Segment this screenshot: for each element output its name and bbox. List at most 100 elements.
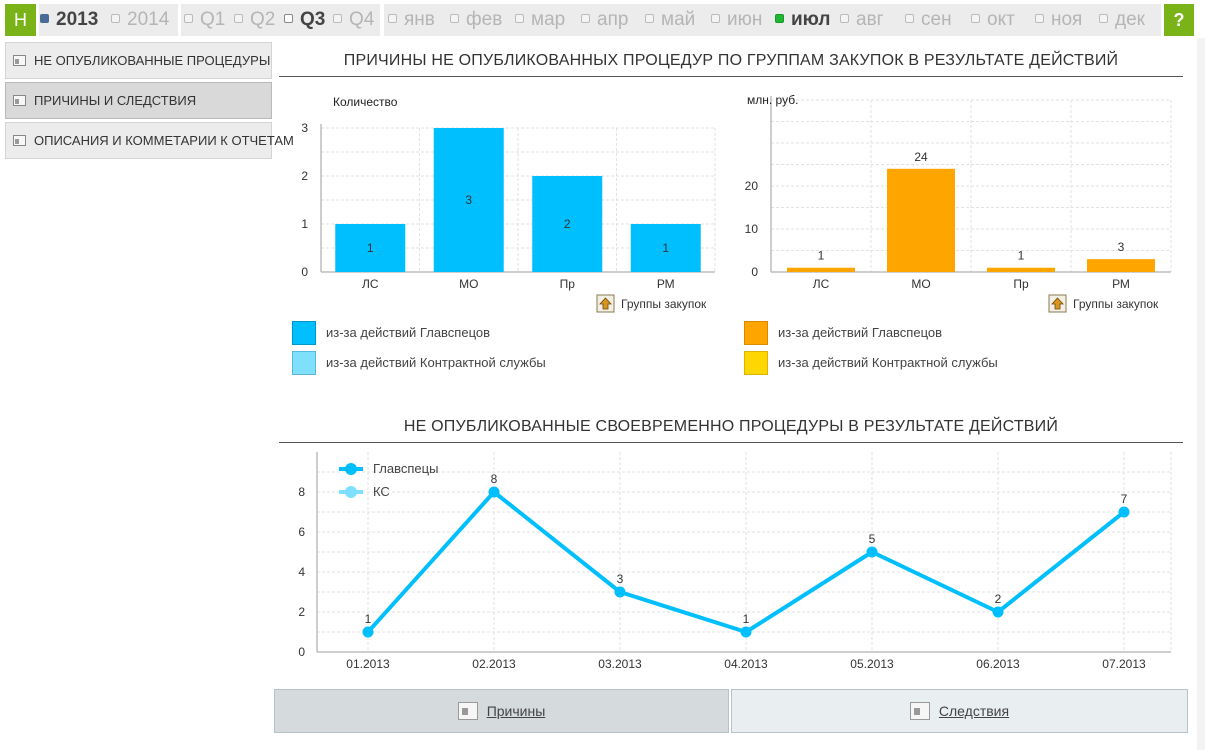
month-label: сен [921,9,952,30]
month-feb[interactable]: фев [450,4,502,36]
y-tick-label: 0 [751,265,758,279]
legend-label: из-за действий Контрактной службы [778,355,998,370]
y-tick-label: 0 [301,265,308,279]
unselected-dot-icon [645,14,654,23]
unselected-dot-icon [840,14,849,23]
month-dec[interactable]: дек [1099,4,1145,36]
help-button[interactable]: ? [1164,4,1194,36]
x-tick-label: 06.2013 [976,657,1020,671]
bar [787,267,855,272]
legend-marker [345,486,357,498]
y-tick-label: 1 [301,217,308,231]
data-label: 7 [1121,492,1128,506]
month-label: фев [466,9,503,30]
unselected-dot-icon [1035,14,1044,23]
month-may[interactable]: май [645,4,695,36]
month-mar[interactable]: мар [515,4,565,36]
effects-button[interactable]: Следствия [731,689,1188,733]
sidebar-item-unpublished[interactable]: НЕ ОПУБЛИКОВАННЫЕ ПРОЦЕДУРЫ [5,42,272,79]
x-tick-label: Пр [560,277,576,291]
year-2013[interactable]: 2013 [40,4,98,36]
quarter-q4[interactable]: Q4 [333,4,374,36]
data-label: 1 [818,249,825,263]
data-point [614,586,626,598]
report-icon [13,55,26,66]
data-label: 1 [743,612,750,626]
legend-swatch [292,321,316,345]
data-point [362,626,374,638]
unselected-dot-icon [711,14,720,23]
unselected-dot-icon [184,14,193,23]
month-jul[interactable]: июл [775,4,831,36]
month-oct[interactable]: окт [971,4,1015,36]
report-icon [13,95,26,106]
unselected-dot-icon [515,14,524,23]
year-2014[interactable]: 2014 [111,4,169,36]
quarter-q2[interactable]: Q2 [234,4,275,36]
bar [887,168,955,272]
purchase-groups-button[interactable]: Группы закупок [596,294,707,313]
month-jan[interactable]: янв [388,4,435,36]
data-label: 2 [995,592,1002,606]
legend-label: КС [373,484,390,499]
month-label: май [661,9,696,30]
year-label: 2013 [56,9,99,30]
month-label: июн [727,9,763,30]
legend-item[interactable]: КС [339,484,390,499]
data-point [488,486,500,498]
data-point [1118,506,1130,518]
legend-item[interactable]: Главспецы [339,461,438,476]
report-icon [457,702,478,720]
month-apr[interactable]: апр [581,4,628,36]
y-tick-label: 6 [298,525,305,539]
quarter-q1[interactable]: Q1 [184,4,225,36]
quarter-label: Q2 [250,9,276,30]
data-label: 1 [367,241,374,255]
top-navigation-bar: Н 2013 2014 Q1 Q2 Q3 Q4 янв фев мар апр … [0,0,1205,38]
legend-marker [345,463,357,475]
selected-dot-icon [40,14,49,23]
x-tick-label: 01.2013 [346,657,390,671]
month-label: мар [531,9,566,30]
vertical-scrollbar[interactable] [1197,38,1205,750]
year-group [39,4,178,36]
unselected-dot-icon [450,14,459,23]
sidebar-item-label: ОПИСАНИЯ И КОММЕТАРИИ К ОТЧЕТАМ [34,133,294,148]
data-point [866,546,878,558]
bar [433,128,504,272]
month-sep[interactable]: сен [905,4,952,36]
legend-swatch [744,351,768,375]
purchase-groups-button[interactable]: Группы закупок [1048,294,1159,313]
bar [335,224,406,272]
arrow-up-icon [599,297,612,310]
data-label: 1 [1018,249,1025,263]
x-tick-label: Пр [1013,277,1029,291]
arrow-up-icon [1051,297,1064,310]
legend-label: из-за действий Главспецов [778,325,943,340]
sidebar-item-causes-effects[interactable]: ПРИЧИНЫ И СЛЕДСТВИЯ [5,82,272,119]
quarter-label: Q1 [200,9,226,30]
selected-dot-icon [284,14,293,23]
y-tick-label: 10 [745,222,759,236]
sidebar-item-descriptions[interactable]: ОПИСАНИЯ И КОММЕТАРИИ К ОТЧЕТАМ [5,122,294,159]
home-button[interactable]: Н [5,4,36,36]
data-label: 3 [617,572,624,586]
bar [532,176,603,272]
month-jun[interactable]: июн [711,4,762,36]
legend-label: Главспецы [373,461,438,476]
month-nov[interactable]: ноя [1035,4,1082,36]
data-label: 3 [1118,240,1125,254]
month-aug[interactable]: авг [840,4,884,36]
sidebar-item-label: НЕ ОПУБЛИКОВАННЫЕ ПРОЦЕДУРЫ [34,53,271,68]
x-tick-label: РМ [657,277,675,291]
causes-button[interactable]: Причины [274,689,729,733]
quarter-label: Q4 [349,9,375,30]
bar [630,224,701,272]
y-tick-label: 2 [301,169,308,183]
x-tick-label: 05.2013 [850,657,894,671]
bar [987,267,1055,272]
data-label: 3 [465,193,472,207]
y-tick-label: 2 [298,605,305,619]
quarter-q3[interactable]: Q3 [284,4,325,36]
month-label: ноя [1051,9,1083,30]
